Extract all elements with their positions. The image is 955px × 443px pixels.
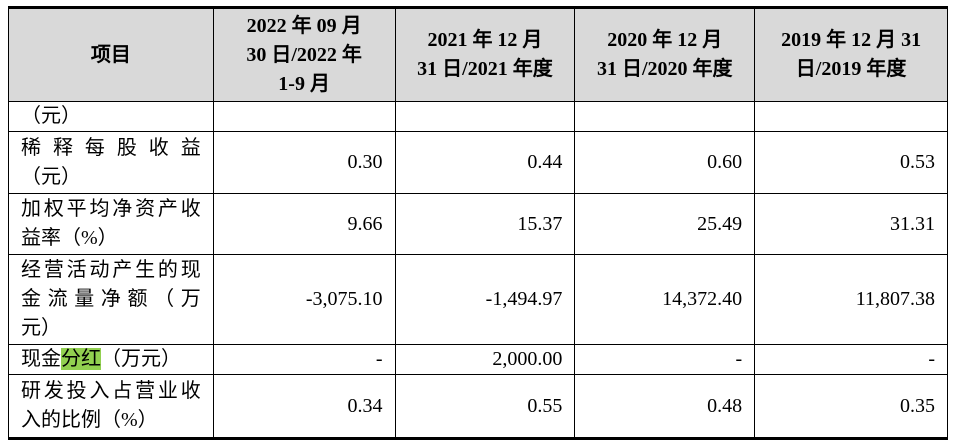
value-cell: 9.66	[212, 193, 396, 255]
value-cell: 0.30	[212, 131, 396, 194]
value-cell: -1,494.97	[394, 254, 576, 345]
cell-value: 0.53	[900, 151, 935, 173]
value-cell: -	[212, 344, 396, 375]
header-text: 31 日/2021 年度	[417, 58, 553, 80]
data-table: 项目 2022 年 09 月 30 日/2022 年 1-9 月 2021 年 12 月…	[8, 6, 948, 440]
header-text: 项目	[90, 43, 131, 66]
row-label: 经营活动产生的现 金流量净额（万 元）	[8, 254, 214, 345]
row-label: 加权平均净资产收 益率（%）	[8, 193, 214, 255]
cell-value: 25.49	[697, 212, 743, 235]
value-cell: 31.31	[754, 193, 948, 255]
label-text: 元）	[21, 317, 61, 339]
header-cell: 2019 年 12 月 31 日/2019 年度	[754, 6, 948, 102]
cell-value: -	[735, 348, 743, 370]
table-row: 稀释每股收益 （元） 0.30 0.44 0.60 0.53	[8, 131, 948, 194]
cell-value: 0.60	[707, 151, 743, 173]
cell-value: 2,000.00	[492, 348, 563, 370]
value-cell	[574, 101, 756, 132]
cell-value: 11,807.38	[855, 288, 935, 310]
header-cell: 2022 年 09 月 30 日/2022 年 1-9 月	[212, 6, 396, 102]
table-row: 加权平均净资产收 益率（%） 9.66 15.37 25.49 31.31	[8, 193, 948, 255]
row-label: （元）	[8, 101, 214, 132]
value-cell: 14,372.40	[574, 254, 756, 345]
value-cell: -	[754, 344, 948, 375]
value-cell: 0.34	[212, 374, 396, 440]
header-text: 1-9 月	[278, 72, 330, 95]
label-text: 加权平均净资产收	[21, 198, 201, 220]
cell-value: 0.35	[900, 394, 935, 417]
cell-value: -3,075.10	[305, 288, 383, 310]
label-text: （万元）	[101, 348, 181, 370]
header-text: 31 日/2020 年度	[596, 58, 733, 80]
header-cell: 项目	[8, 6, 214, 102]
header-text: 30 日/2022 年	[246, 43, 362, 66]
value-cell: 0.60	[574, 131, 756, 194]
header-cell: 2021 年 12 月 31 日/2021 年度	[394, 6, 576, 102]
cell-value: 31.31	[890, 212, 935, 235]
value-cell: 0.35	[754, 374, 948, 440]
table-row: 研发投入占营业收 入的比例（%） 0.34 0.55 0.48 0.35	[8, 374, 948, 440]
value-cell: 11,807.38	[754, 254, 948, 345]
label-text: （元）	[21, 165, 81, 188]
cell-value: -	[375, 348, 383, 370]
table-row: 现金分红（万元） - 2,000.00 - -	[8, 344, 948, 375]
cell-value: 0.55	[527, 394, 563, 417]
header-text: 2022 年 09 月	[246, 14, 362, 37]
label-text: 入的比例（%）	[21, 409, 158, 431]
label-text: 金流量净额（万	[21, 288, 201, 310]
value-cell: 15.37	[394, 193, 576, 255]
table-row: （元）	[8, 101, 948, 132]
cell-value: 15.37	[517, 212, 563, 235]
label-text: （元）	[21, 105, 81, 127]
row-label: 研发投入占营业收 入的比例（%）	[8, 374, 214, 440]
label-text: 现金	[21, 348, 61, 370]
cell-value: -	[928, 348, 935, 370]
header-cell: 2020 年 12 月 31 日/2020 年度	[574, 6, 756, 102]
value-cell: 0.48	[574, 374, 756, 440]
header-text: 2020 年 12 月	[607, 29, 723, 51]
value-cell: -	[574, 344, 756, 375]
cell-value: 9.66	[347, 212, 383, 235]
value-cell: 2,000.00	[394, 344, 576, 375]
value-cell	[754, 101, 948, 132]
row-label: 稀释每股收益 （元）	[8, 131, 214, 194]
value-cell	[212, 101, 396, 132]
cell-value: -1,494.97	[485, 288, 563, 310]
label-text: 研发投入占营业收	[21, 380, 201, 402]
header-row: 项目 2022 年 09 月 30 日/2022 年 1-9 月 2021 年 12 月…	[8, 6, 948, 102]
cell-value: 0.44	[527, 151, 563, 173]
cell-value: 0.30	[347, 151, 383, 173]
value-cell: 0.55	[394, 374, 576, 440]
label-text: 益率（%）	[21, 227, 118, 249]
table-row: 经营活动产生的现 金流量净额（万 元） -3,075.10 -1,494.97 14,37…	[8, 254, 948, 345]
table-body: （元） 稀释每股收益 （元） 0.30 0.44 0.60 0.53 加权平均净资产收 益率（%…	[8, 101, 948, 440]
row-label: 现金分红（万元）	[8, 344, 214, 375]
cell-value: 14,372.40	[662, 288, 743, 310]
cell-value: 0.34	[347, 394, 383, 417]
table-header: 项目 2022 年 09 月 30 日/2022 年 1-9 月 2021 年 12 月…	[8, 6, 948, 102]
label-text: 稀释每股收益	[21, 136, 201, 159]
value-cell: 25.49	[574, 193, 756, 255]
value-cell: 0.44	[394, 131, 576, 194]
header-text: 日/2019 年度	[795, 58, 907, 80]
highlighted-text: 分红	[61, 348, 101, 370]
header-text: 2019 年 12 月 31	[781, 29, 922, 51]
value-cell: 0.53	[754, 131, 948, 194]
header-text: 2021 年 12 月	[427, 29, 543, 51]
cell-value: 0.48	[707, 394, 743, 417]
label-text: 经营活动产生的现	[21, 259, 201, 281]
value-cell: -3,075.10	[212, 254, 396, 345]
value-cell	[394, 101, 576, 132]
